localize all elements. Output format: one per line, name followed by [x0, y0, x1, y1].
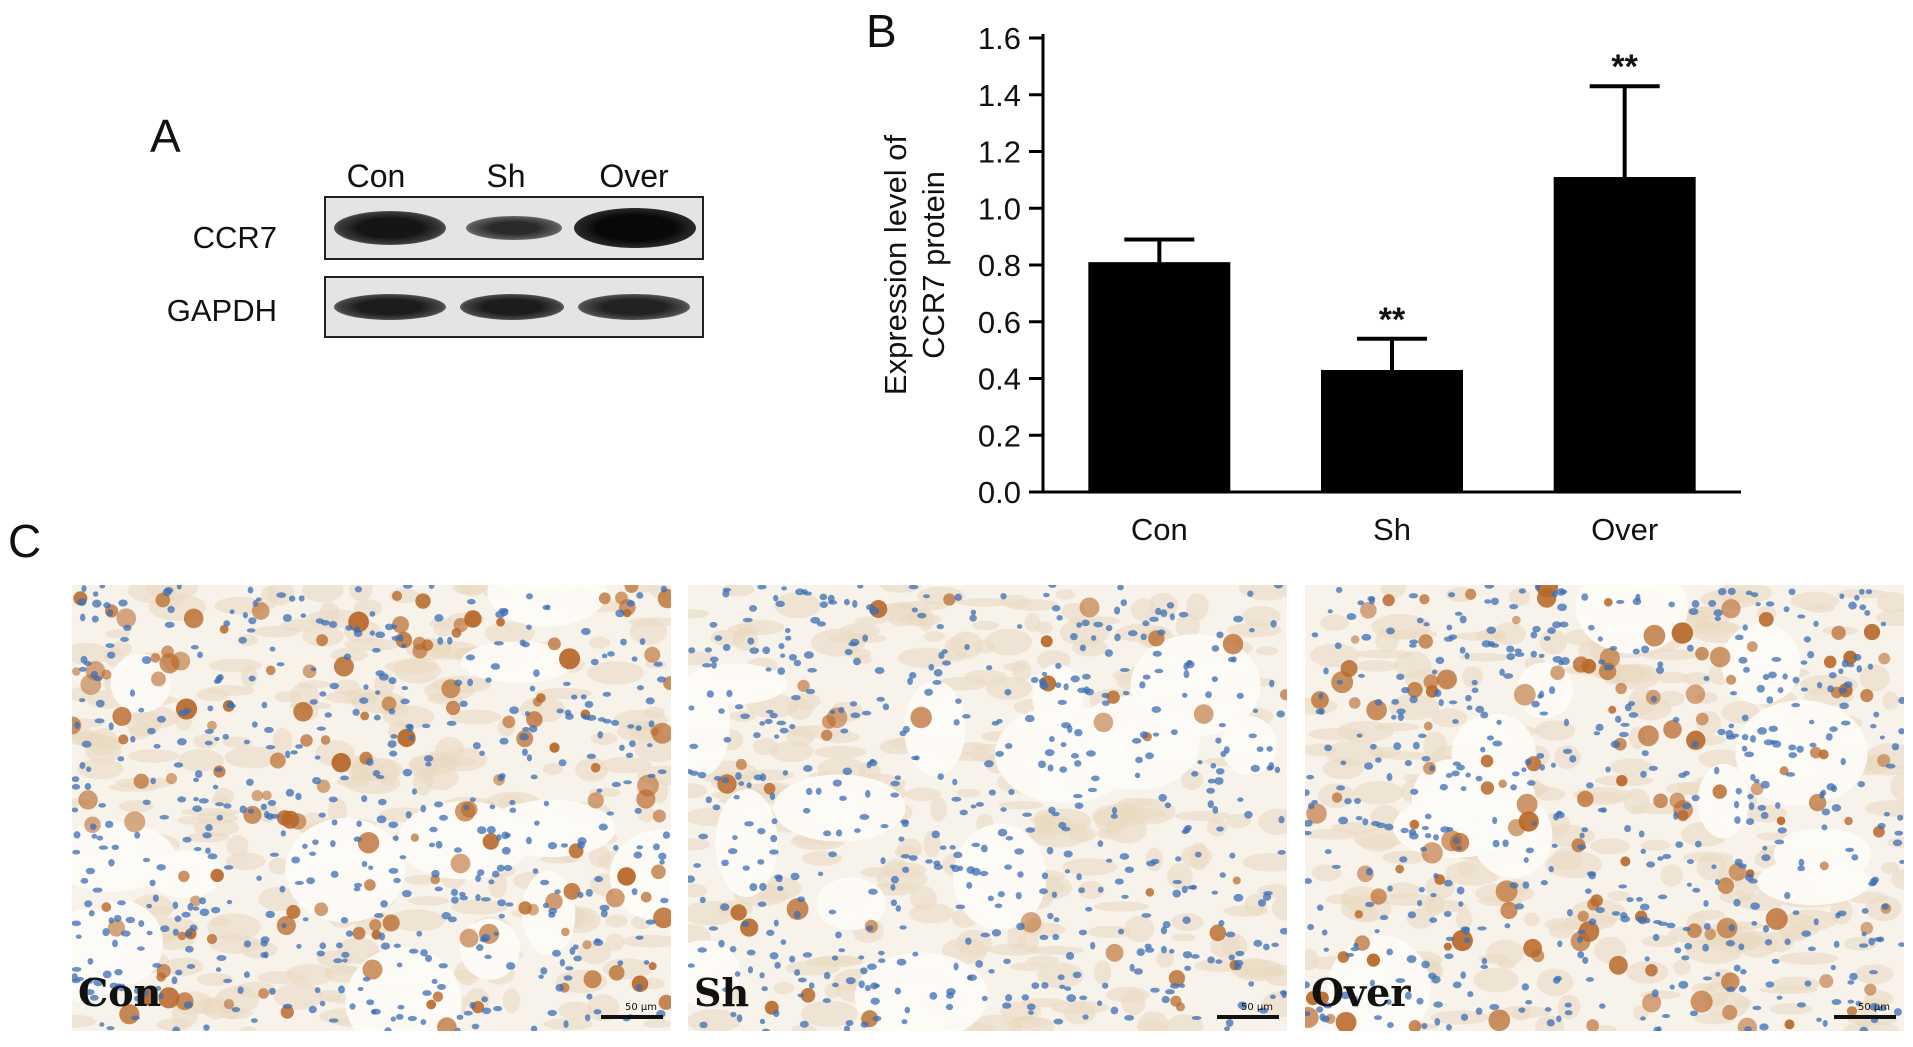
blot-lane-label-over: Over: [599, 158, 669, 194]
scale-bar-label: 50 μm: [624, 1002, 657, 1013]
y-tick-label: 0.8: [978, 248, 1021, 283]
y-axis-label: CCR7 protein: [916, 171, 951, 359]
y-axis-label: Expression level of: [878, 135, 913, 396]
micrograph-sh: Sh 50 μm: [688, 585, 1287, 1031]
blot-row-label-ccr7: CCR7: [192, 220, 277, 255]
x-tick-label: Con: [1131, 512, 1188, 547]
x-tick-label: Sh: [1373, 512, 1411, 547]
tissue-image: [72, 585, 671, 1031]
x-tick-label: Over: [1591, 512, 1658, 547]
tissue-image: [1305, 585, 1904, 1031]
significance-marker: **: [1379, 301, 1406, 339]
scale-bar: [1834, 1015, 1896, 1019]
blot-band: [574, 208, 696, 248]
scale-bar: [601, 1015, 663, 1019]
scale-bar-label: 50 μm: [1240, 1002, 1273, 1013]
micrograph-label: Con: [78, 970, 162, 1015]
blot-band: [466, 216, 562, 240]
y-tick-label: 1.2: [978, 135, 1021, 170]
y-tick-label: 1.0: [978, 191, 1021, 226]
y-tick-label: 1.4: [978, 78, 1021, 113]
bar: [1321, 369, 1463, 492]
micrograph-over: Over 50 μm: [1305, 585, 1904, 1031]
blot-band: [460, 294, 564, 320]
panel-c-letter: C: [8, 515, 42, 567]
y-tick-label: 0.6: [978, 305, 1021, 340]
bar-chart: 0.0 0.2 0.4 0.6 0.8 1.0 1.2 1.4 1.6 Expression le…: [878, 21, 1741, 547]
micrograph-con: Con 50 μm: [72, 585, 671, 1031]
scale-bar: [1217, 1015, 1279, 1019]
y-tick-label: 0.2: [978, 418, 1021, 453]
panel-b-letter: B: [866, 5, 897, 57]
blot-band: [578, 294, 690, 320]
y-tick-label: 0.0: [978, 475, 1021, 510]
blot-band: [334, 211, 446, 245]
blot-lane-label-sh: Sh: [486, 158, 526, 194]
micrograph-label: Sh: [694, 970, 750, 1015]
panel-a-letter: A: [150, 110, 181, 162]
y-tick-label: 1.6: [978, 21, 1021, 56]
y-tick-label: 0.4: [978, 362, 1021, 397]
blot-strip-ccr7: [324, 196, 704, 260]
bar: [1553, 177, 1696, 492]
significance-marker: **: [1611, 48, 1638, 86]
micrograph-label: Over: [1311, 970, 1411, 1015]
blot-band: [334, 294, 446, 320]
blot-row-label-gapdh: GAPDH: [166, 293, 277, 328]
tissue-image: [688, 585, 1287, 1031]
bar: [1088, 262, 1231, 492]
scale-bar-label: 50 μm: [1857, 1002, 1890, 1013]
blot-strip-gapdh: [324, 276, 704, 338]
blot-lane-label-con: Con: [346, 158, 406, 194]
